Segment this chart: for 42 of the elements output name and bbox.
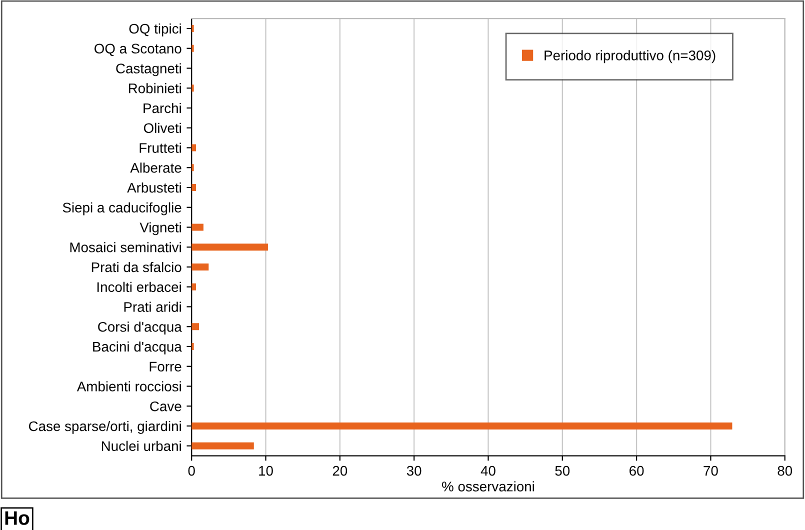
y-tick-label: Castagneti	[116, 63, 181, 76]
y-tick-label: OQ a Scotano	[94, 44, 182, 56]
y-tick-label: Bacini d'acqua	[93, 341, 182, 354]
y-tick-label: Parchi	[144, 102, 181, 114]
y-tick-label: Prati aridi	[124, 302, 181, 312]
x-axis-title: % osservazioni	[442, 481, 534, 492]
x-tick-label: 80	[778, 466, 792, 476]
y-tick-label: Oliveti	[144, 122, 181, 134]
y-tick-label: Alberate	[130, 162, 182, 173]
bar	[192, 442, 254, 450]
bar	[192, 264, 209, 270]
y-tick-label: Forre	[150, 362, 182, 372]
bar	[192, 422, 732, 430]
y-tick-label: Siepi a caducifoglie	[62, 202, 182, 216]
bar	[192, 244, 268, 251]
x-tick-label: 60	[630, 466, 644, 476]
x-tick-label: 0	[188, 466, 195, 476]
x-tick-label: 40	[480, 466, 496, 476]
y-tick-label: Incolti erbacei	[97, 282, 181, 292]
x-tick-label: 70	[704, 466, 718, 476]
bar	[192, 323, 200, 330]
y-tick-label: Mosaici seminativi	[70, 242, 181, 252]
y-tick-label: Cave	[150, 401, 182, 412]
text: Ho	[5, 511, 30, 525]
x-tick-label: 50	[555, 466, 570, 476]
y-tick-label: Robinieti	[128, 83, 181, 94]
x-tick-label: 10	[259, 466, 273, 476]
y-tick-label: Prati da sfalcio	[92, 262, 182, 272]
y-tick-label: Arbusteti	[127, 182, 181, 193]
bar	[192, 283, 196, 290]
y-tick-label: Nuclei urbani	[102, 440, 181, 452]
y-tick-label: Frutteti	[140, 142, 181, 153]
y-tick-label: Ambienti rocciosi	[76, 381, 181, 392]
x-tick-label: 20	[332, 466, 348, 476]
bar	[192, 224, 204, 231]
y-tick-label: Case sparse/orti, giardini	[28, 420, 181, 434]
bar	[192, 184, 196, 191]
legend-label: Periodo riproduttivo (n=309)	[544, 50, 716, 64]
y-tick-label: Corsi d'acqua	[98, 322, 182, 335]
x-tick-label: 30	[406, 466, 422, 476]
y-tick-label: Vigneti	[140, 222, 181, 236]
y-tick-label: OQ tipici	[129, 23, 181, 36]
